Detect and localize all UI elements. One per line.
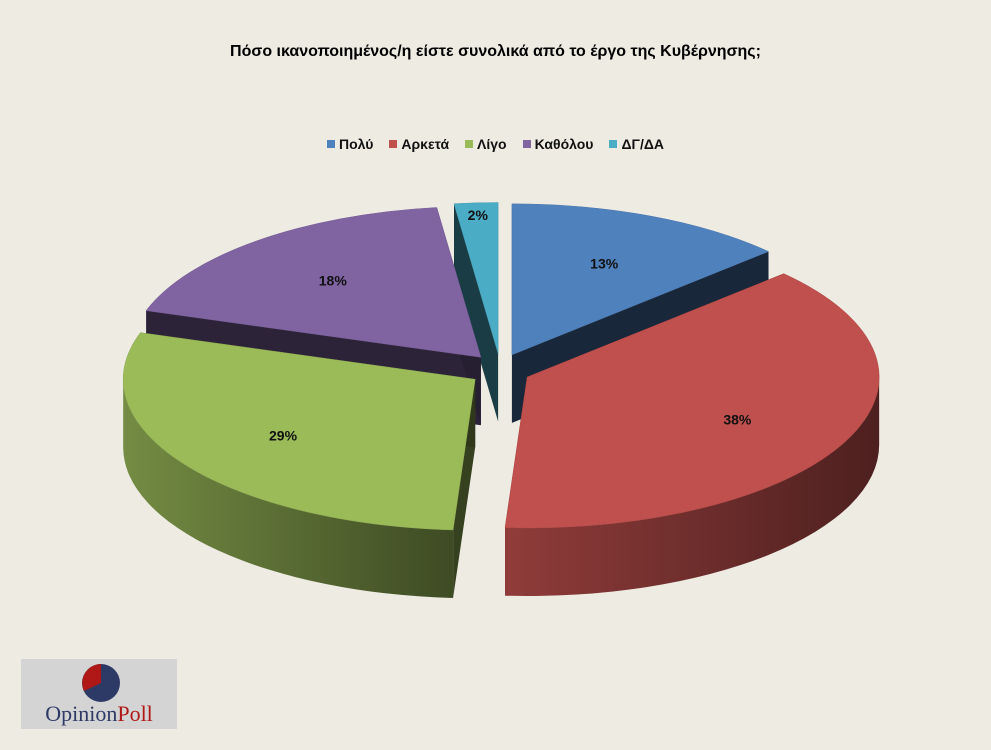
pie-slice-ligo <box>122 332 476 598</box>
slice-top <box>145 207 482 358</box>
opinionpoll-logo: OpinionPoll <box>21 659 177 729</box>
legend-swatch-ligo <box>465 140 474 148</box>
data-label-dgda: 2% <box>468 207 489 223</box>
data-label-ligo: 29% <box>269 427 298 443</box>
data-label-arketa: 38% <box>723 411 752 427</box>
logo-text-opinion: Opinion <box>45 701 118 726</box>
logo-mark-icon <box>82 664 120 702</box>
slice-top <box>504 273 880 529</box>
legend-label-arketa: Αρκετά <box>401 136 450 152</box>
legend-item-ligo: Λίγο <box>465 136 507 152</box>
pie-slice-arketa <box>504 273 880 597</box>
slice-side <box>123 379 454 598</box>
legend-label-dgda: ΔΓ/ΔΑ <box>621 136 665 152</box>
legend-swatch-katholou <box>522 140 531 148</box>
slice-top <box>122 332 476 531</box>
logo-text: OpinionPoll <box>21 701 177 727</box>
legend-label-poly: Πολύ <box>338 136 374 152</box>
legend-label-katholou: Καθόλου <box>534 136 594 152</box>
legend-label-ligo: Λίγο <box>477 136 507 152</box>
legend-item-dgda: ΔΓ/ΔΑ <box>609 136 664 152</box>
slice-top <box>453 202 499 354</box>
chart-title: Πόσο ικανοποιημένος/η είστε συνολικά από… <box>230 43 761 60</box>
logo-text-poll: Poll <box>117 701 153 726</box>
legend-swatch-poly <box>326 140 335 148</box>
legend-item-katholou: Καθόλου <box>522 136 594 152</box>
slice-side <box>505 377 880 597</box>
pie-slice-dgda <box>453 202 499 422</box>
legend-swatch-arketa <box>389 140 398 148</box>
chart-legend: Πολύ Αρκετά Λίγο Καθόλου ΔΓ/ΔΑ <box>0 136 991 152</box>
slice-wall-start <box>453 203 499 422</box>
legend-swatch-dgda <box>609 140 618 148</box>
legend-item-arketa: Αρκετά <box>389 136 449 152</box>
data-label-katholou: 18% <box>319 272 348 288</box>
slice-top <box>511 203 770 356</box>
data-label-poly: 13% <box>590 255 619 271</box>
legend-item-poly: Πολύ <box>326 136 374 152</box>
